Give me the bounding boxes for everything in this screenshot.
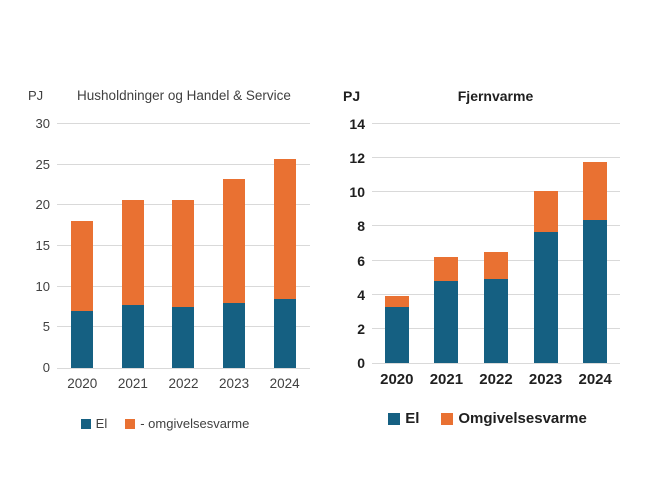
bar-segment-omgivelsesvarme	[71, 220, 94, 312]
bar-segment-el	[172, 307, 195, 368]
bar-2020	[57, 124, 108, 368]
y-axis-unit-label: PJ	[28, 88, 44, 103]
y-tick-label: 4	[357, 286, 365, 303]
bar-segment-omgivelsesvarme	[583, 162, 608, 220]
bar-2022	[158, 124, 209, 368]
x-tick-label: 2020	[67, 376, 98, 391]
x-tick-label: 2024	[269, 376, 300, 391]
bar-segment-omgivelsesvarme	[172, 199, 195, 307]
bar-2023	[521, 124, 571, 363]
legend-label: El	[95, 416, 108, 431]
legend-item-el: El	[388, 410, 419, 427]
x-tick-label: 2022	[168, 376, 199, 391]
bar-segment-omgivelsesvarme	[273, 158, 296, 299]
bar-segment-el	[273, 298, 296, 368]
bar-segment-omgivelsesvarme	[121, 199, 144, 305]
legend-item-omgivelsesvarme: Omgivelsesvarme	[441, 410, 587, 427]
x-axis: 2020 2021 2022 2023 2024	[57, 376, 310, 391]
y-tick-label: 14	[349, 116, 365, 132]
chart-title: Husholdninger og Handel & Service	[77, 88, 291, 103]
bar-segment-omgivelsesvarme	[483, 252, 508, 280]
bar-segment-el	[583, 219, 608, 363]
gridline	[57, 163, 310, 165]
bar-segment-el	[434, 281, 459, 363]
y-tick-label: 0	[42, 360, 50, 375]
gridline	[372, 191, 620, 193]
y-tick-label: 15	[35, 238, 50, 253]
y-tick-label: 25	[35, 156, 50, 172]
legend: El Omgivelsesvarme	[335, 410, 640, 427]
chart-title: Fjernvarme	[457, 88, 534, 104]
gridline	[372, 157, 620, 159]
legend-swatch-omgivelsesvarme	[441, 412, 454, 425]
bar-segment-el	[533, 231, 558, 363]
x-tick-label: 2021	[429, 371, 464, 388]
chart-husholdninger-handel-service: PJ Husholdninger og Handel & Service 30 2…	[10, 86, 320, 466]
x-tick-label: 2020	[380, 371, 414, 388]
y-tick-label: 12	[349, 150, 365, 167]
bar-2024	[570, 124, 620, 363]
gridline	[372, 225, 620, 227]
legend-swatch-el	[80, 418, 91, 429]
y-axis: 14 12 10 8 6 4 2 0	[335, 116, 365, 371]
legend-swatch-el	[388, 412, 401, 425]
bar-segment-el	[223, 302, 246, 368]
gridline	[57, 123, 310, 124]
bar-segment-omgivelsesvarme	[384, 296, 409, 307]
bar-segment-el	[483, 279, 508, 363]
y-tick-label: 10	[349, 184, 365, 201]
plot-area	[57, 123, 310, 369]
bar-2021	[108, 124, 159, 368]
y-tick-label: 2	[357, 320, 365, 337]
x-tick-label: 2024	[578, 371, 612, 388]
bar-2020	[372, 124, 422, 363]
plot-area	[372, 123, 620, 364]
y-tick-label: 10	[35, 278, 50, 294]
bars-group	[372, 124, 620, 363]
legend-label: El	[405, 410, 420, 427]
y-tick-label: 0	[357, 355, 365, 371]
bar-2024	[259, 124, 310, 368]
bar-segment-omgivelsesvarme	[434, 257, 459, 282]
bar-2023	[209, 124, 260, 368]
x-axis: 2020 2021 2022 2023 2024	[372, 371, 620, 388]
x-tick-label: 2023	[219, 376, 250, 391]
bar-segment-el	[121, 304, 144, 368]
legend-item-el: El	[80, 416, 108, 431]
legend-label: - omgivelsesvarme	[140, 416, 250, 431]
bar-segment-el	[384, 306, 409, 363]
bar-segment-omgivelsesvarme	[533, 191, 558, 232]
legend-item-omgivelsesvarme: - omgivelsesvarme	[125, 416, 249, 431]
bar-segment-omgivelsesvarme	[223, 178, 246, 303]
y-tick-label: 20	[35, 197, 50, 213]
x-tick-label: 2023	[528, 371, 563, 388]
legend-label: Omgivelsesvarme	[458, 410, 587, 427]
legend-swatch-omgivelsesvarme	[125, 418, 136, 429]
y-axis-unit-label: PJ	[343, 88, 361, 104]
chart-fjernvarme: PJ Fjernvarme 14 12 10 8 6 4 2 0 2020 2021 2022 20…	[335, 86, 640, 466]
y-tick-label: 8	[357, 218, 365, 235]
x-tick-label: 2022	[479, 371, 513, 388]
bars-group	[57, 124, 310, 368]
y-tick-label: 5	[42, 319, 50, 335]
y-tick-label: 30	[35, 116, 50, 131]
gridline	[372, 123, 620, 124]
bar-segment-el	[71, 311, 94, 368]
bar-2022	[471, 124, 521, 363]
y-tick-label: 6	[357, 252, 365, 269]
x-tick-label: 2021	[117, 376, 148, 391]
legend: El - omgivelsesvarme	[10, 416, 320, 431]
bar-2021	[422, 124, 472, 363]
y-axis: 30 25 20 15 10 5 0	[10, 116, 50, 375]
